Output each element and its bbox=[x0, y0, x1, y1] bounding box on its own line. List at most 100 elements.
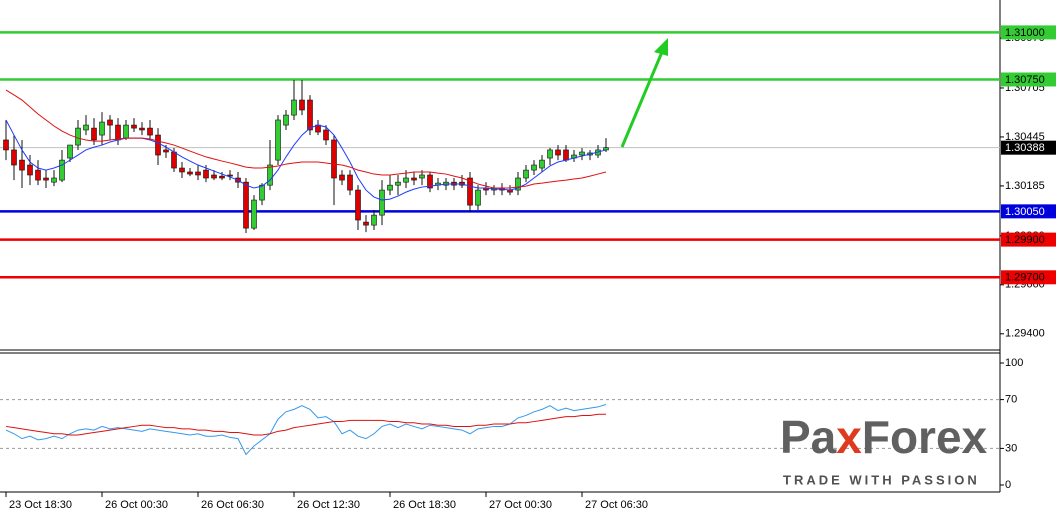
candle-body bbox=[243, 181, 249, 229]
candle-body bbox=[75, 127, 81, 146]
candle-body bbox=[59, 159, 65, 181]
indicator-line bbox=[5, 413, 606, 436]
candle-body bbox=[547, 149, 553, 159]
candle-body bbox=[195, 171, 201, 176]
candle-body bbox=[363, 221, 369, 226]
candle-body bbox=[19, 159, 25, 171]
candle-body bbox=[147, 127, 153, 136]
y-tick-label: 30 bbox=[1005, 442, 1017, 454]
logo-tagline: TRADE WITH PASSION bbox=[783, 472, 980, 487]
y-tick-label: 1.30445 bbox=[1005, 131, 1045, 143]
x-tick-label: 27 Oct 06:30 bbox=[585, 499, 648, 511]
x-tick-label: 26 Oct 00:30 bbox=[105, 499, 168, 511]
candle-body bbox=[3, 139, 9, 151]
price-box-label: 1.30050 bbox=[1005, 206, 1045, 218]
candle-body bbox=[219, 175, 225, 179]
candle-body bbox=[411, 177, 417, 181]
candle-body bbox=[11, 149, 17, 166]
candle-body bbox=[259, 184, 265, 201]
candle-body bbox=[155, 134, 161, 156]
x-tick-label: 23 Oct 18:30 bbox=[9, 499, 72, 511]
candle-body bbox=[371, 214, 377, 226]
candle-body bbox=[203, 169, 209, 179]
candle-body bbox=[355, 189, 361, 221]
x-tick-label: 26 Oct 12:30 bbox=[297, 499, 360, 511]
candle-body bbox=[331, 139, 337, 179]
candle-body bbox=[123, 124, 129, 139]
y-tick-label: 0 bbox=[1005, 479, 1011, 491]
y-tick-label: 1.29400 bbox=[1005, 328, 1045, 340]
price-box bbox=[1001, 270, 1056, 285]
candle-body bbox=[267, 164, 273, 186]
candle-body bbox=[27, 164, 33, 176]
candle-body bbox=[51, 177, 57, 183]
price-box-label: 1.29700 bbox=[1005, 272, 1045, 284]
candle-body bbox=[211, 174, 217, 179]
indicator-line bbox=[5, 404, 607, 456]
price-box bbox=[1001, 72, 1056, 87]
price-box bbox=[1001, 204, 1056, 219]
candle-body bbox=[275, 119, 281, 161]
candle-body bbox=[523, 169, 529, 179]
price-box bbox=[1001, 232, 1056, 247]
price-box-label: 1.31000 bbox=[1005, 27, 1045, 39]
candle-body bbox=[131, 124, 137, 129]
y-tick-label: 100 bbox=[1005, 357, 1023, 369]
candle-body bbox=[291, 99, 297, 116]
candle-body bbox=[603, 147, 609, 151]
candle-body bbox=[163, 149, 169, 153]
candle-body bbox=[299, 99, 305, 111]
candle-body bbox=[35, 169, 41, 181]
price-box-label: 1.29900 bbox=[1005, 234, 1045, 246]
x-tick-label: 27 Oct 00:30 bbox=[489, 499, 552, 511]
candle-body bbox=[475, 189, 481, 206]
logo-part: Forex bbox=[862, 411, 988, 463]
candle-body bbox=[251, 199, 257, 229]
candle-body bbox=[139, 127, 145, 131]
candle-body bbox=[467, 177, 473, 206]
candle-body bbox=[67, 144, 73, 159]
candle-body bbox=[323, 129, 329, 141]
candle-body bbox=[187, 171, 193, 175]
price-box bbox=[1001, 25, 1056, 40]
candle-body bbox=[419, 174, 425, 179]
y-tick-label: 70 bbox=[1005, 394, 1017, 406]
candle-body bbox=[427, 174, 433, 189]
moving-average bbox=[5, 119, 607, 201]
candle-body bbox=[115, 124, 121, 141]
candle-body bbox=[91, 127, 97, 141]
y-tick-label: 1.30185 bbox=[1005, 180, 1045, 192]
moving-average bbox=[5, 89, 607, 189]
candle-body bbox=[563, 149, 569, 161]
candle-body bbox=[83, 124, 89, 131]
candle-body bbox=[379, 189, 385, 216]
candle-body bbox=[339, 174, 345, 181]
candle-body bbox=[179, 167, 185, 173]
logo-part: x bbox=[836, 411, 862, 463]
logo-text: PaxForex bbox=[780, 411, 988, 463]
candle-body bbox=[403, 177, 409, 183]
price-box bbox=[1001, 140, 1056, 155]
logo-part: Pa bbox=[780, 411, 837, 463]
candle-body bbox=[539, 159, 545, 169]
candle-body bbox=[107, 119, 113, 126]
forecast-arrow bbox=[620, 51, 664, 148]
candle-body bbox=[43, 177, 49, 181]
candle-body bbox=[579, 151, 585, 156]
candle-body bbox=[515, 177, 521, 191]
forecast-arrow-head bbox=[654, 38, 668, 56]
candle-body bbox=[347, 174, 353, 191]
price-box-label: 1.30388 bbox=[1005, 142, 1045, 154]
candle-body bbox=[555, 149, 561, 156]
candle-body bbox=[395, 181, 401, 186]
x-tick-label: 26 Oct 18:30 bbox=[393, 499, 456, 511]
candle-body bbox=[283, 114, 289, 126]
candle-body bbox=[171, 151, 177, 169]
price-box-label: 1.30750 bbox=[1005, 74, 1045, 86]
candle-body bbox=[387, 184, 393, 191]
candle-body bbox=[227, 174, 233, 177]
candle-body bbox=[307, 99, 313, 131]
candle-body bbox=[531, 164, 537, 171]
